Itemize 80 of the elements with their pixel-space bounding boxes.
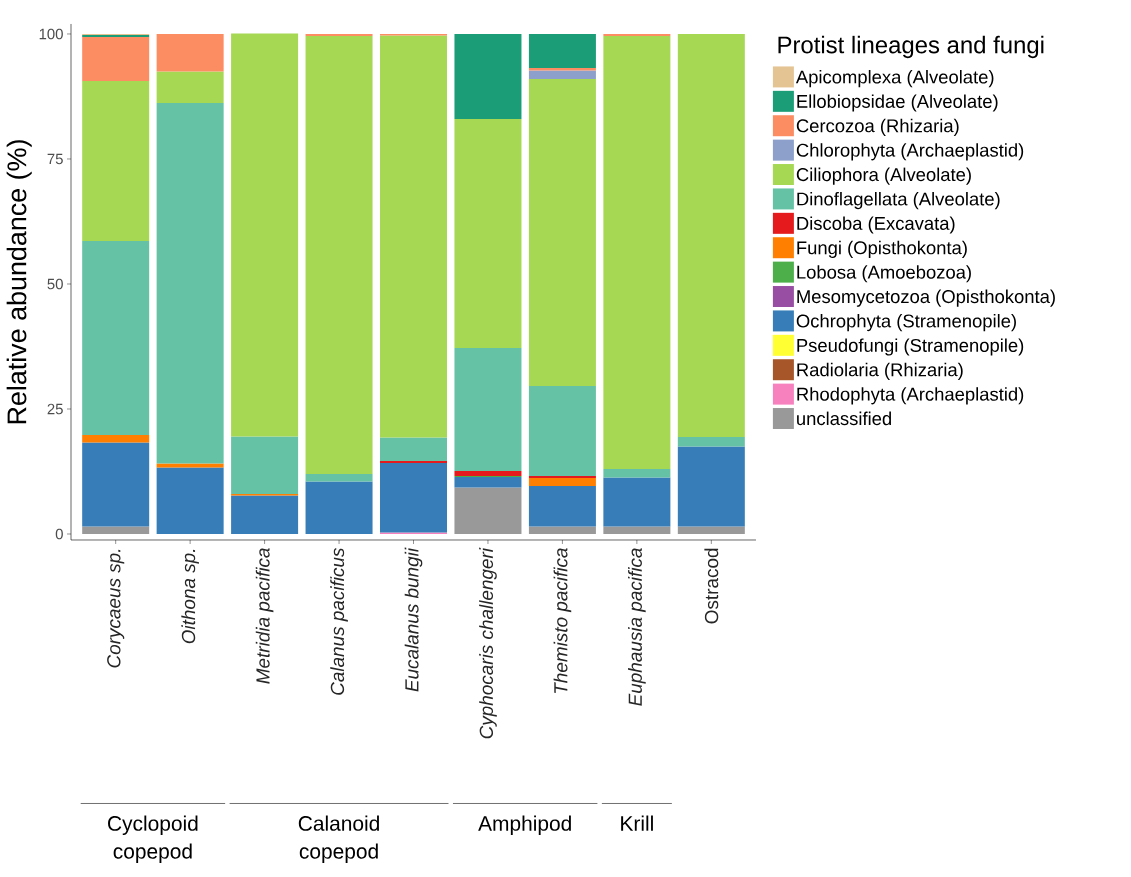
legend-label: Dinoflagellata (Alveolate) [797, 192, 1000, 210]
bar [454, 347, 522, 471]
bar [156, 71, 224, 103]
bar [677, 436, 745, 447]
legend-label: Pseudofungi (Stramenopile) [797, 338, 1024, 356]
bar [603, 526, 671, 534]
x-tick-label: Themisto pacifica [553, 548, 572, 694]
y-tick-label: 25 [47, 403, 63, 415]
bar [454, 476, 522, 488]
bar [454, 118, 522, 348]
x-tick-label: Cyphocaris challengeri [479, 547, 497, 739]
legend-label: Discoba (Excavata) [797, 216, 955, 234]
bar [231, 33, 299, 437]
text: Krill [621, 815, 653, 831]
text: Amphipod [478, 815, 571, 836]
text: Cyclopoid copepod [108, 815, 198, 863]
bar [528, 485, 596, 527]
bar [603, 35, 671, 469]
legend-label: Cercozoa (Rhizaria) [796, 118, 959, 136]
bar [454, 470, 522, 476]
bar [454, 33, 522, 119]
bar [677, 446, 745, 527]
legend-label: Lobosa (Amoebozoa) [797, 265, 971, 283]
x-tick-label: Metridia pacifica [255, 548, 274, 684]
bar [528, 33, 596, 68]
bar [156, 33, 224, 72]
bar [305, 35, 373, 474]
legend-label: Apicomplexa (Alveolate) [795, 70, 994, 88]
legend-label: Radiolaria (Rhizaria) [797, 362, 963, 380]
bar [528, 70, 596, 79]
text: Calanoid copepod [298, 815, 379, 863]
legend-label: Rhodophyta (Archaeplastid) [797, 387, 1024, 405]
legend-label: Ellobiopsidae (Alveolate) [797, 94, 998, 112]
bar [528, 477, 596, 486]
legend-title: Protist lineages and fungi [778, 35, 1044, 59]
bar [231, 436, 299, 494]
y-axis-title: Relative abundance (%) [6, 140, 32, 424]
legend-label: Ochrophyta (Stramenopile) [796, 314, 1016, 332]
legend-label: Chlorophyta (Archaeplastid) [796, 143, 1024, 161]
x-tick-label: Ostracod [704, 548, 719, 624]
bar [82, 442, 150, 527]
bar [380, 35, 448, 438]
legend-label: Fungi (Opisthokonta) [797, 240, 967, 258]
bar [603, 477, 671, 527]
bar [603, 468, 671, 478]
bar [677, 526, 745, 534]
bar [82, 80, 150, 241]
y-tick-label: 50 [47, 278, 63, 290]
bar [82, 526, 150, 534]
bar [528, 526, 596, 534]
bar [380, 437, 448, 461]
y-tick-label: 100 [39, 28, 63, 40]
bar [603, 33, 671, 36]
bar [677, 33, 745, 437]
bar [82, 240, 150, 435]
x-tick-label: Calanus pacificus [330, 547, 348, 695]
y-tick-label: 0 [55, 528, 63, 540]
bar [231, 495, 299, 534]
y-tick-label: 75 [47, 153, 63, 165]
legend-label: Mesomycetozoa (Opisthokonta) [797, 289, 1055, 307]
legend-label: Ciliophora (Alveolate) [796, 167, 971, 185]
bar [82, 36, 150, 81]
bar [156, 463, 224, 468]
bar [156, 467, 224, 534]
bar [305, 473, 373, 482]
x-tick-label: Eucalanus bungii [404, 547, 423, 692]
bar [380, 462, 448, 533]
bar [528, 385, 596, 476]
x-tick-label: Oithona sp. [181, 549, 199, 644]
bar [305, 33, 373, 36]
bar [156, 102, 224, 464]
bar [454, 487, 522, 534]
bar [380, 460, 448, 463]
legend-label: unclassified [797, 411, 891, 426]
x-tick-label: Corycaeus sp. [107, 549, 125, 668]
bar [528, 78, 596, 386]
bar [82, 434, 150, 443]
x-tick-label: Euphausia pacifica [628, 548, 646, 706]
bar [305, 481, 373, 534]
bar [528, 475, 596, 478]
